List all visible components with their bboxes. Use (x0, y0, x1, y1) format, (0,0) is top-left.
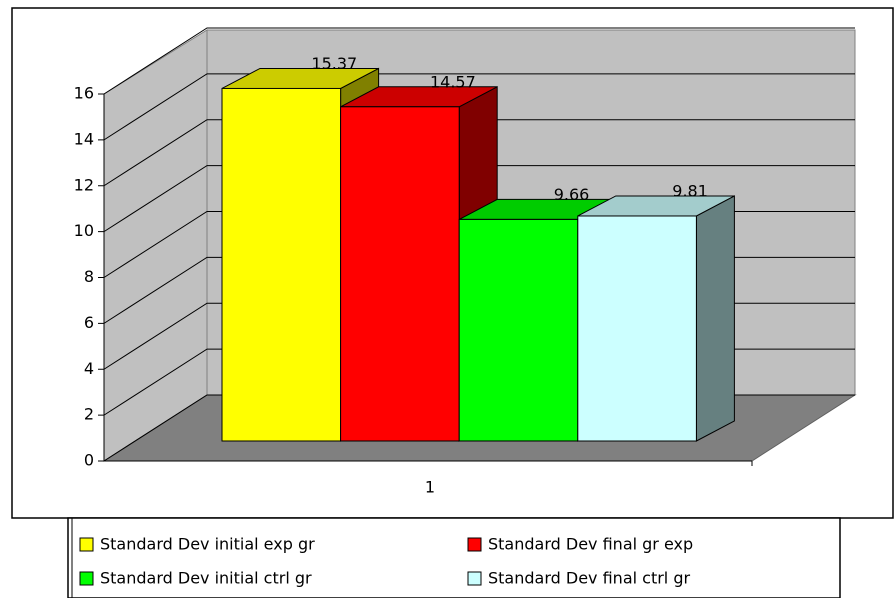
bar (221, 87, 342, 442)
data-label: 15.37 (311, 54, 357, 73)
legend-label: Standard Dev final gr exp (488, 535, 693, 554)
bar-side (695, 195, 735, 442)
data-label: 9.66 (554, 185, 590, 204)
legend-box (67, 517, 841, 598)
grid-line (103, 119, 855, 187)
legend-swatch (79, 571, 94, 586)
y-tick-label: 14 (74, 129, 94, 148)
y-tick-label: 6 (84, 313, 94, 332)
y-tick-label: 10 (74, 221, 94, 240)
y-tick-label: 0 (84, 451, 94, 470)
y-tick-label: 2 (84, 405, 94, 424)
data-label: 14.57 (430, 72, 476, 91)
legend-label: Standard Dev final ctrl gr (488, 569, 690, 588)
data-label: 9.81 (672, 181, 708, 200)
y-tick-label: 8 (84, 267, 94, 286)
grid-line (103, 73, 855, 141)
x-tick-label: 1 (425, 478, 435, 497)
legend-label: Standard Dev initial exp gr (100, 535, 315, 554)
y-tick-label: 4 (84, 359, 94, 378)
bar (340, 106, 460, 442)
bar (458, 218, 579, 442)
bar (577, 215, 697, 442)
y-tick-label: 16 (74, 84, 94, 103)
legend-swatch (467, 537, 482, 552)
side-wall (103, 29, 208, 462)
grid-line (103, 27, 855, 95)
legend-label: Standard Dev initial ctrl gr (100, 569, 312, 588)
legend-swatch (79, 537, 94, 552)
y-tick-label: 12 (74, 175, 94, 194)
legend-swatch (467, 571, 482, 586)
grid-line (103, 165, 855, 233)
